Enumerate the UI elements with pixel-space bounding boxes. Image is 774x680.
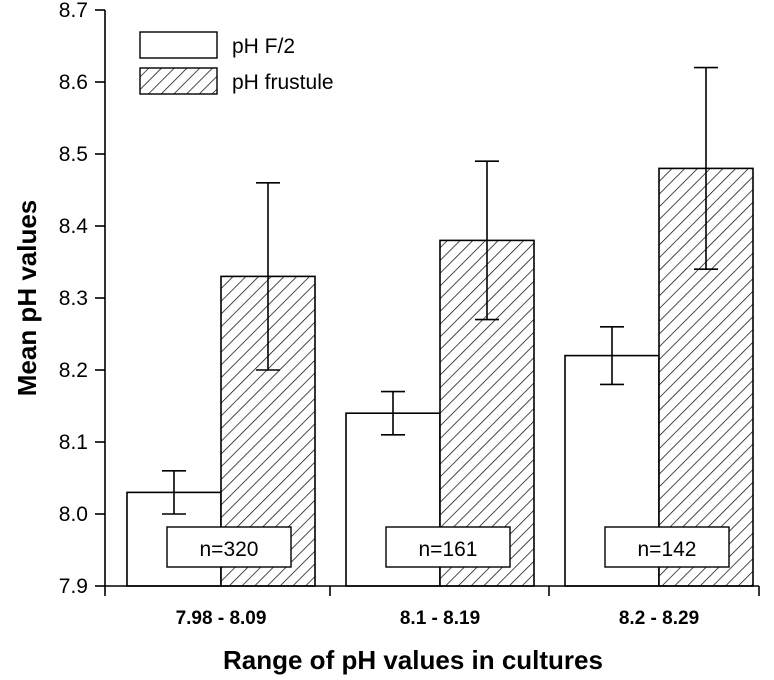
axes: 7.9 8.0 8.1 8.2 8.3 8.4 8.5 8.6 8.7 7.98 - 8.09 8.… <box>59 0 760 629</box>
y-tick-label: 8.2 <box>59 359 88 382</box>
y-axis-title: Mean pH values <box>12 200 42 397</box>
y-tick-label: 8.0 <box>59 503 88 526</box>
legend-swatch-ph-frustule <box>139 67 218 95</box>
x-tick-label: 8.1 - 8.19 <box>400 608 480 629</box>
sample-size-label: n=320 <box>200 538 259 561</box>
plot-area: n=320 n=161 n=142 <box>126 66 754 587</box>
y-tick-label: 8.1 <box>59 431 88 454</box>
sample-size-box <box>604 526 730 568</box>
y-tick-label: 8.3 <box>59 287 88 310</box>
y-tick-label: 7.9 <box>59 575 88 598</box>
sample-size-label: n=161 <box>419 538 478 561</box>
legend-label-ph-f2: pH F/2 <box>232 35 295 58</box>
y-tick-label: 8.6 <box>59 71 88 94</box>
x-tick-label: 7.98 - 8.09 <box>176 608 267 629</box>
sample-size-box <box>385 526 511 568</box>
y-tick-label: 8.4 <box>59 215 89 238</box>
legend-swatch-ph-f2 <box>139 31 218 59</box>
sample-size-label: n=142 <box>638 538 697 561</box>
y-tick-label: 8.7 <box>59 0 88 22</box>
sample-size-box <box>166 526 292 568</box>
x-axis-title: Range of pH values in cultures <box>223 645 603 675</box>
legend-label-ph-frustule: pH frustule <box>232 71 334 94</box>
legend: pH F/2 pH frustule <box>139 31 334 95</box>
y-tick-label: 8.5 <box>59 143 88 166</box>
x-tick-label: 8.2 - 8.29 <box>619 608 699 629</box>
